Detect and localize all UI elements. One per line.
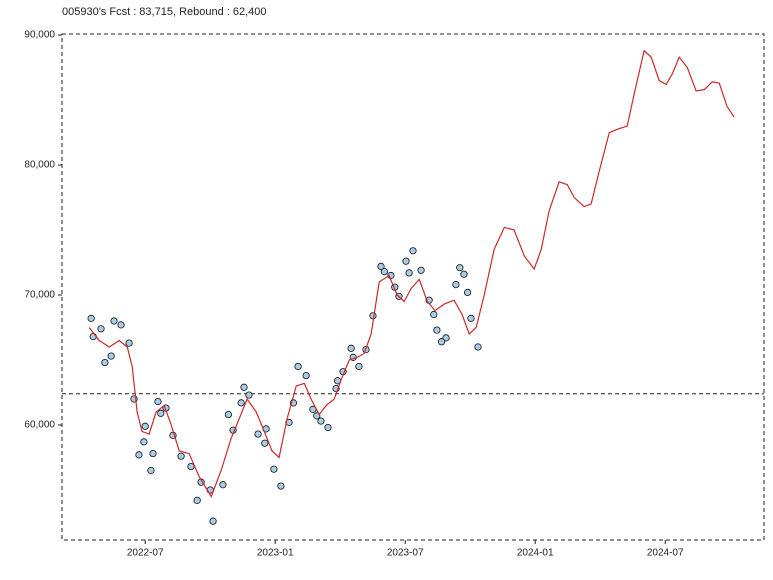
data-point xyxy=(430,310,438,319)
forecast-line xyxy=(88,49,735,498)
data-point xyxy=(245,391,253,399)
data-point xyxy=(219,481,227,489)
x-tick-label: 2023-01 xyxy=(257,548,294,559)
data-point xyxy=(442,334,450,342)
data-point xyxy=(324,423,332,432)
data-point xyxy=(377,262,385,270)
y-tick-label: 80,000 xyxy=(24,160,55,171)
data-point xyxy=(149,449,157,458)
data-point xyxy=(433,326,441,334)
data-point xyxy=(177,452,185,460)
data-point xyxy=(209,517,217,525)
data-point xyxy=(347,344,355,352)
data-point xyxy=(254,430,262,438)
data-point xyxy=(193,496,201,504)
data-point xyxy=(437,338,446,346)
data-point xyxy=(452,280,460,289)
data-point xyxy=(157,409,165,417)
data-point xyxy=(89,332,97,341)
data-point xyxy=(107,352,115,360)
x-tick-label: 2023-07 xyxy=(387,548,424,559)
data-point xyxy=(467,314,475,322)
plot-frame xyxy=(61,33,765,541)
data-point xyxy=(409,247,417,255)
chart-title: 005930's Fcst : 83,715, Rebound : 62,400 xyxy=(62,6,267,18)
data-point xyxy=(474,343,482,351)
data-point xyxy=(110,317,118,325)
data-point xyxy=(147,466,155,475)
data-point xyxy=(270,465,278,473)
data-point xyxy=(405,269,413,277)
data-point xyxy=(317,417,325,425)
data-point xyxy=(355,362,363,371)
data-point xyxy=(402,257,410,265)
data-point xyxy=(460,270,468,278)
x-tick-label: 2022-07 xyxy=(127,548,164,559)
data-point xyxy=(97,325,105,333)
data-point xyxy=(261,439,269,447)
data-point xyxy=(125,339,133,347)
data-point xyxy=(369,312,377,320)
data-point xyxy=(463,288,472,296)
data-point xyxy=(380,267,388,276)
data-point xyxy=(154,397,162,406)
y-tick-label: 60,000 xyxy=(24,420,55,431)
data-point xyxy=(224,410,232,419)
data-point xyxy=(117,321,125,329)
data-point xyxy=(101,358,109,367)
data-point xyxy=(302,371,310,380)
data-point xyxy=(456,264,464,272)
data-point xyxy=(294,362,302,371)
x-tick-label: 2024-01 xyxy=(517,548,554,559)
y-tick-label: 70,000 xyxy=(24,290,55,301)
data-point xyxy=(140,438,148,446)
y-tick-label: 90,000 xyxy=(24,30,55,41)
x-tick-label: 2024-07 xyxy=(647,548,684,559)
data-point xyxy=(417,266,425,274)
data-point xyxy=(87,314,95,322)
data-point xyxy=(135,451,143,459)
data-point xyxy=(141,422,149,430)
data-point xyxy=(277,482,285,490)
data-point xyxy=(237,399,245,407)
data-point xyxy=(240,383,248,391)
